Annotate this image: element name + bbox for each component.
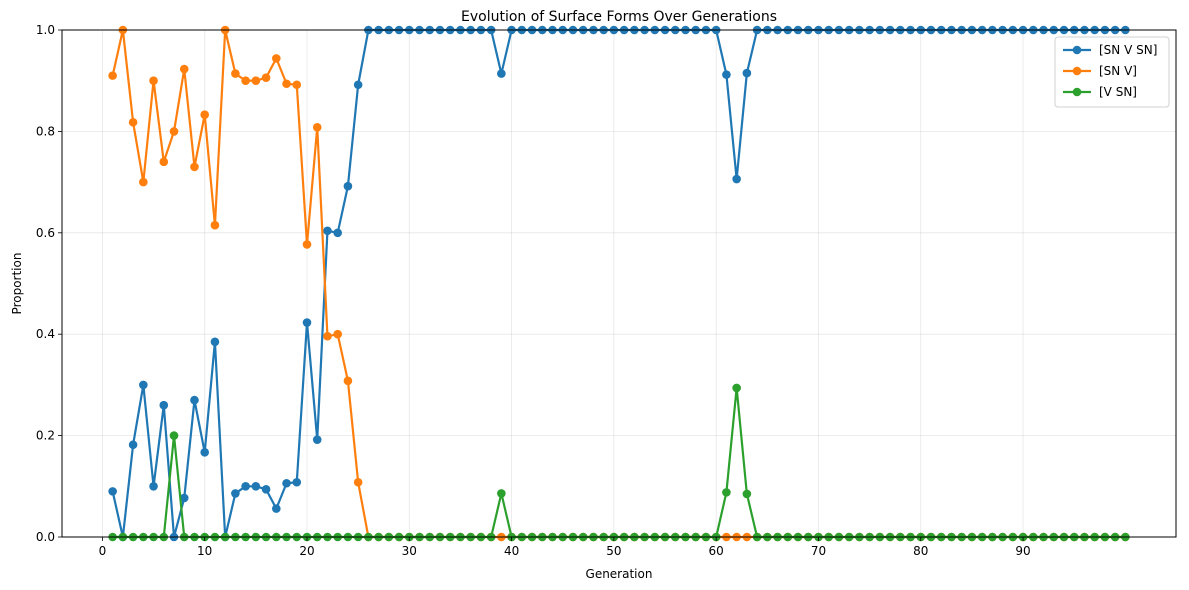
data-point bbox=[323, 226, 332, 236]
data-point bbox=[323, 331, 332, 341]
data-point bbox=[312, 123, 322, 132]
y-axis-label: Proportion bbox=[10, 253, 24, 315]
data-point bbox=[302, 240, 312, 249]
y-tick-label: 1.0 bbox=[36, 23, 55, 37]
y-tick-label: 0.0 bbox=[36, 530, 55, 544]
data-point bbox=[302, 318, 312, 327]
y-tick-label: 0.4 bbox=[36, 327, 55, 341]
data-point bbox=[169, 431, 179, 440]
data-point bbox=[732, 383, 741, 393]
x-tick-label: 30 bbox=[402, 544, 417, 558]
data-point bbox=[108, 487, 117, 496]
data-point bbox=[139, 177, 148, 187]
data-point bbox=[159, 400, 169, 410]
legend-marker bbox=[1072, 87, 1082, 97]
data-point bbox=[159, 157, 169, 167]
data-point bbox=[333, 329, 342, 339]
data-point bbox=[210, 337, 220, 347]
data-point bbox=[497, 69, 506, 78]
legend-marker bbox=[1072, 66, 1082, 76]
data-point bbox=[200, 110, 209, 119]
data-point bbox=[312, 435, 322, 444]
data-point bbox=[231, 69, 240, 78]
data-point bbox=[169, 127, 179, 136]
legend: [SN V SN] [SN V] [V SN] bbox=[1054, 36, 1170, 108]
x-tick-label: 70 bbox=[811, 544, 826, 558]
data-point bbox=[282, 79, 291, 89]
data-point bbox=[251, 76, 261, 85]
data-point bbox=[333, 228, 342, 238]
data-point bbox=[732, 174, 741, 184]
data-point bbox=[261, 485, 271, 494]
legend-label: [SN V SN] bbox=[1099, 43, 1157, 57]
legend-box bbox=[1054, 36, 1170, 108]
data-point bbox=[251, 482, 261, 491]
data-point bbox=[261, 73, 271, 82]
legend-label: [V SN] bbox=[1099, 85, 1137, 99]
data-point bbox=[190, 395, 199, 405]
x-tick-label: 20 bbox=[299, 544, 314, 558]
chart-title: Evolution of Surface Forms Over Generati… bbox=[461, 9, 777, 25]
x-axis-label: Generation bbox=[586, 567, 653, 581]
data-point bbox=[343, 376, 353, 386]
data-point bbox=[231, 489, 240, 498]
data-point bbox=[139, 380, 148, 390]
data-point bbox=[241, 482, 250, 491]
plot-frame bbox=[61, 29, 1177, 538]
data-point bbox=[179, 64, 189, 74]
data-point bbox=[272, 504, 281, 513]
x-tick-label: 50 bbox=[606, 544, 621, 558]
data-point bbox=[742, 68, 752, 78]
data-point bbox=[722, 488, 731, 497]
x-tick-label: 10 bbox=[197, 544, 212, 558]
data-point bbox=[149, 482, 158, 491]
legend-label: [SN V] bbox=[1099, 64, 1137, 78]
legend-marker bbox=[1072, 45, 1082, 55]
data-point bbox=[742, 489, 752, 499]
data-point bbox=[200, 448, 209, 457]
y-tick-label: 0.2 bbox=[36, 429, 55, 443]
x-tick-label: 0 bbox=[99, 544, 107, 558]
data-point bbox=[353, 477, 363, 487]
x-tick-label: 40 bbox=[504, 544, 519, 558]
data-point bbox=[190, 162, 199, 172]
axis-ticks: 0 10 20 30 40 50 60 70 80 90 0.0 0.2 0.4 0.6 0.8 1.0 bbox=[36, 23, 1031, 558]
data-point bbox=[210, 220, 220, 230]
data-point bbox=[241, 76, 250, 85]
x-tick-label: 80 bbox=[913, 544, 928, 558]
data-point bbox=[108, 71, 117, 80]
x-tick-label: 90 bbox=[1015, 544, 1030, 558]
data-point bbox=[353, 80, 363, 90]
data-point bbox=[722, 70, 731, 79]
data-point bbox=[282, 478, 291, 488]
data-point bbox=[292, 477, 302, 487]
data-point bbox=[149, 76, 158, 85]
y-tick-label: 0.8 bbox=[36, 124, 55, 138]
data-point bbox=[272, 54, 281, 63]
y-tick-label: 0.6 bbox=[36, 226, 55, 240]
data-point bbox=[343, 181, 353, 191]
x-tick-label: 60 bbox=[709, 544, 724, 558]
data-point bbox=[128, 440, 138, 450]
data-point bbox=[179, 493, 189, 503]
data-point bbox=[292, 80, 302, 90]
data-point bbox=[497, 489, 506, 498]
data-point bbox=[128, 117, 138, 127]
